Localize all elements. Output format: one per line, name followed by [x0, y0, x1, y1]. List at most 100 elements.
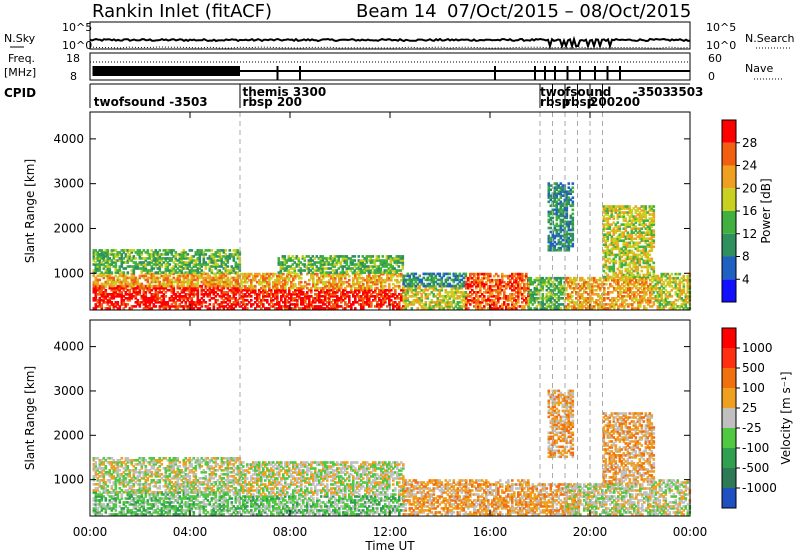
data-cell	[348, 279, 351, 282]
freq-band	[93, 66, 241, 76]
data-cell	[217, 299, 220, 302]
data-cell	[615, 260, 618, 263]
freq-trace	[93, 66, 691, 80]
data-cell	[550, 227, 553, 230]
cpid-text: rbsp 200	[243, 95, 302, 109]
data-cell	[550, 277, 553, 280]
data-cell	[572, 186, 575, 189]
data-cell	[378, 255, 381, 258]
data-cell	[525, 273, 528, 276]
data-cell	[550, 188, 553, 191]
data-cell	[278, 257, 281, 260]
data-cell	[467, 307, 470, 310]
data-cell	[250, 299, 253, 302]
data-cell	[117, 301, 120, 304]
data-cell	[398, 285, 401, 288]
data-cell	[250, 295, 253, 298]
data-cell	[417, 307, 420, 310]
data-cell	[135, 257, 138, 260]
data-cell	[376, 287, 379, 290]
data-cell	[552, 217, 555, 220]
cpid-text: twofsound -3503	[94, 95, 208, 109]
data-cell	[572, 233, 575, 236]
date-range: 07/Oct/2015 – 08/Oct/2015	[447, 1, 691, 22]
data-cell	[266, 299, 269, 302]
cpid-text: 3503	[670, 85, 703, 99]
data-cell	[384, 285, 387, 288]
data-cell	[99, 279, 102, 282]
data-cell	[294, 283, 297, 286]
data-cell	[300, 277, 303, 280]
data-cell	[398, 265, 401, 268]
data-cell	[173, 285, 176, 288]
data-cell	[572, 243, 575, 246]
data-cell	[151, 285, 154, 288]
data-cell	[372, 255, 375, 258]
data-cell	[246, 307, 249, 310]
data-cell	[191, 249, 194, 252]
data-cell	[227, 265, 230, 268]
data-cell	[507, 303, 510, 306]
data-cell	[111, 271, 114, 274]
data-cell	[419, 275, 422, 278]
data-cell	[439, 273, 442, 276]
data-cell	[425, 301, 428, 304]
nave-tick-lo: 0	[708, 70, 715, 83]
freq-tick-hi: 18	[66, 52, 80, 65]
data-cell	[209, 303, 212, 306]
data-cell	[530, 277, 533, 280]
data-cell	[497, 275, 500, 278]
data-cell	[105, 289, 108, 292]
data-cell	[550, 184, 553, 187]
data-cell	[203, 271, 206, 274]
data-cell	[625, 299, 628, 302]
data-cell	[603, 287, 606, 290]
data-cell	[306, 287, 309, 290]
data-cell	[211, 269, 214, 272]
data-cell	[127, 303, 130, 306]
data-cell	[625, 217, 628, 220]
nsky-tick-lo: 10^0	[62, 39, 92, 52]
data-cell	[159, 249, 162, 252]
nave-tick-hi: 60	[708, 52, 722, 65]
data-cell	[101, 271, 104, 274]
data-cell	[348, 275, 351, 278]
nsearch-tick-lo: 10^0	[706, 39, 736, 52]
freq-label-line2: [MHz]	[4, 66, 36, 79]
data-cell	[465, 273, 468, 276]
data-cell	[489, 273, 492, 276]
nsky-tick-hi: 10^5	[62, 21, 92, 34]
nsearch-tick-hi: 10^5	[706, 21, 736, 34]
station-title: Rankin Inlet (fitACF)	[92, 1, 272, 22]
data-cell	[169, 263, 172, 266]
data-cell	[211, 249, 214, 252]
data-cell	[560, 307, 563, 310]
data-cell	[382, 255, 385, 258]
data-cell	[107, 249, 110, 252]
data-cell	[362, 283, 365, 286]
data-cell	[645, 307, 648, 310]
data-cell	[205, 253, 208, 256]
data-cell	[354, 255, 357, 258]
nsky-label: N.Sky	[4, 32, 36, 45]
data-cell	[221, 271, 224, 274]
data-cell	[530, 307, 533, 310]
data-cell	[155, 305, 158, 308]
data-cell	[411, 307, 414, 310]
data-cell	[127, 271, 130, 274]
data-cell	[572, 213, 575, 216]
data-cell	[542, 293, 545, 296]
freq-label-line1: Freq.	[8, 52, 35, 65]
nsearch-label: N.Search	[745, 32, 795, 45]
data-cell	[617, 221, 620, 224]
data-cell	[300, 281, 303, 284]
data-cell	[358, 255, 361, 258]
data-cell	[415, 273, 418, 276]
cpid-text: 200	[615, 95, 640, 109]
data-cell	[225, 249, 228, 252]
data-cell	[254, 285, 257, 288]
nave-label: Nave	[745, 62, 773, 75]
data-cell	[143, 285, 146, 288]
